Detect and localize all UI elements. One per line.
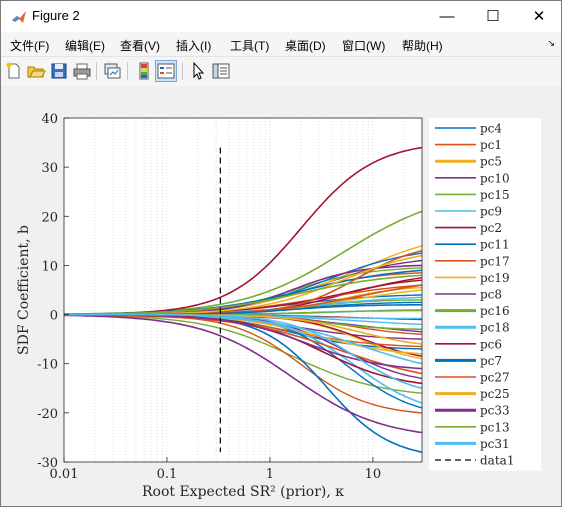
menu-window[interactable]: 窗口(W): [342, 39, 386, 53]
close-icon: ✕: [532, 8, 546, 25]
legend-icon[interactable]: [155, 60, 177, 82]
open-file-icon[interactable]: [26, 61, 46, 81]
axis-ticks: [63, 117, 374, 463]
y-tick-label: 10: [41, 259, 58, 274]
maximize-button[interactable]: ☐: [470, 1, 516, 32]
matlab-logo-icon: [12, 11, 26, 23]
axes-box: [63, 117, 423, 463]
save-icon[interactable]: [49, 61, 69, 81]
legend-label: data1: [480, 454, 514, 468]
legend-label: pc19: [480, 271, 510, 285]
legend-label: pc2: [480, 221, 502, 235]
window-title: Figure 2: [32, 8, 80, 23]
series-line-pc13: [64, 274, 423, 315]
menu-bar: 文件(F) 编辑(E) 查看(V) 插入(I) 工具(T) 桌面(D) 窗口(W…: [1, 32, 561, 56]
vertical-grid: [94, 118, 405, 462]
menu-tools[interactable]: 工具(T): [230, 39, 270, 53]
legend-label: pc25: [480, 387, 510, 401]
y-tick-label: -20: [37, 407, 58, 422]
minimize-button[interactable]: —: [424, 1, 470, 32]
legend-label: pc5: [480, 155, 502, 169]
new-figure-icon[interactable]: [4, 61, 24, 81]
legend-label: pc8: [480, 288, 502, 302]
pointer-icon[interactable]: [188, 61, 208, 81]
property-inspector-icon[interactable]: [211, 61, 231, 81]
print-icon[interactable]: [72, 61, 92, 81]
menu-view[interactable]: 查看(V): [120, 39, 160, 53]
legend-label: pc18: [480, 321, 510, 335]
y-tick-label: -30: [37, 456, 58, 471]
title-bar[interactable]: Figure 2 — ☐ ✕: [1, 1, 561, 32]
figure-canvas[interactable]: 0.01 0.1 1 10 -30 -20 -10 0 10 20 30 40 Root Expec…: [1, 86, 561, 506]
y-tick-labels: -30 -20 -10 0 10 20 30 40: [37, 112, 58, 471]
legend-label: pc16: [480, 304, 510, 318]
legend-label: pc33: [480, 404, 510, 418]
menu-file[interactable]: 文件(F): [10, 39, 50, 53]
legend-label: pc17: [480, 254, 510, 268]
toolbar-separator: [182, 62, 183, 80]
legend-label: pc31: [480, 437, 510, 451]
line-chart: 0.01 0.1 1 10 -30 -20 -10 0 10 20 30 40 Root Expec…: [16, 112, 541, 500]
legend-label: pc27: [480, 371, 510, 385]
y-tick-label: 40: [41, 112, 58, 127]
legend-label: pc1: [480, 138, 502, 152]
legend-label: pc4: [480, 122, 502, 136]
y-tick-label: -10: [37, 358, 58, 373]
series-lines: [63, 146, 423, 453]
colorbar-icon[interactable]: [134, 61, 154, 81]
legend-label: pc6: [480, 337, 502, 351]
legend-label: pc7: [480, 354, 502, 368]
close-button[interactable]: ✕: [516, 1, 561, 32]
x-tick-label: 0.1: [157, 467, 178, 482]
series-line-pc8: [64, 314, 423, 434]
legend-label: pc9: [480, 205, 502, 219]
minimize-icon: —: [439, 8, 455, 25]
menu-desktop[interactable]: 桌面(D): [285, 39, 326, 53]
y-tick-label: 30: [41, 161, 58, 176]
toolbar-separator: [127, 62, 128, 80]
menu-edit[interactable]: 编辑(E): [65, 39, 105, 53]
menu-overflow-arrow-icon[interactable]: ↘: [547, 38, 555, 48]
toolbar: [1, 56, 561, 87]
legend-label: pc11: [480, 238, 510, 252]
x-tick-label: 10: [365, 467, 382, 482]
menu-help[interactable]: 帮助(H): [402, 39, 443, 53]
x-axis-label: Root Expected SR² (prior), κ: [142, 484, 344, 500]
y-tick-label: 0: [50, 309, 58, 324]
legend[interactable]: pc4 pc1 pc5 pc10 pc15 pc9 pc2 pc11 pc17 pc19 pc8 pc…: [429, 118, 541, 471]
y-tick-label: 20: [41, 210, 58, 225]
y-axis-label: SDF Coefficient, b: [16, 225, 32, 355]
legend-label: pc15: [480, 188, 510, 202]
legend-label: pc10: [480, 171, 510, 185]
link-plot-icon[interactable]: [102, 61, 122, 81]
legend-label: pc13: [480, 420, 510, 434]
series-line-pc31: [64, 313, 423, 390]
maximize-icon: ☐: [486, 8, 500, 25]
toolbar-separator: [96, 62, 97, 80]
x-tick-label: 1: [266, 467, 274, 482]
extra-series-line: [64, 314, 423, 394]
menu-insert[interactable]: 插入(I): [176, 39, 212, 53]
x-tick-labels: 0.01 0.1 1 10: [50, 467, 382, 482]
x-tick-label: 0.01: [50, 467, 79, 482]
